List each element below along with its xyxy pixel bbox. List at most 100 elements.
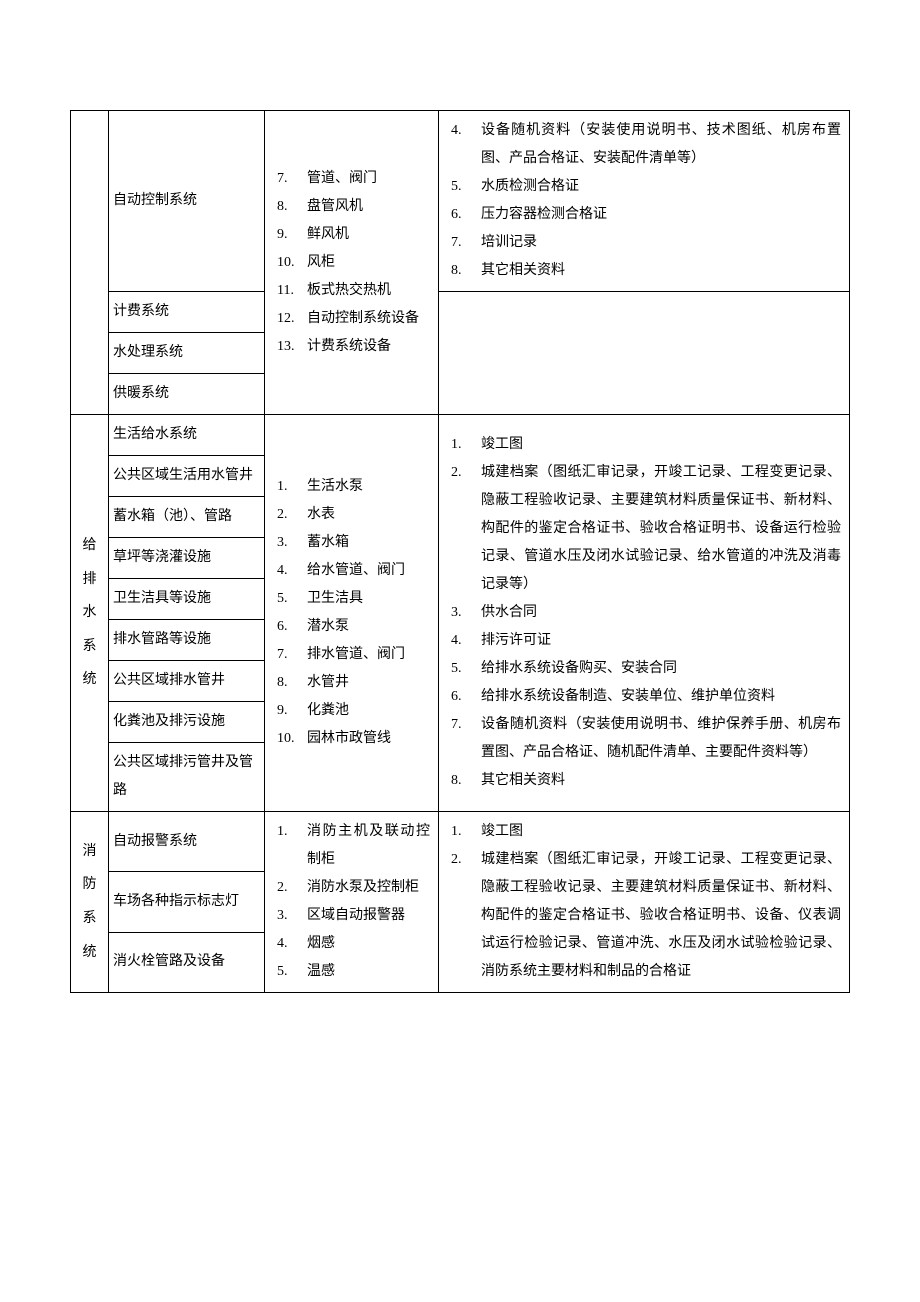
list-item: 13.计费系统设备 [277,333,430,361]
list-item-text: 其它相关资料 [481,257,841,285]
category-char: 系 [83,902,97,936]
list-item: 4.给水管道、阀门 [277,557,430,585]
list-item-number: 4. [451,117,481,145]
list-item-number: 13. [277,333,307,361]
subsystem-cell: 草坪等浇灌设施 [109,538,265,579]
list-item-text: 水表 [307,501,430,529]
equipment-cell: 7.管道、阀门8.盘管风机9.鲜风机10.风柜11.板式热交热机12.自动控制系… [265,111,439,415]
subsystem-cell: 公共区域排水管井 [109,661,265,702]
list-item: 3.供水合同 [451,599,841,627]
list-item-number: 8. [451,257,481,285]
category-char: 水 [83,596,97,630]
category-char: 系 [83,630,97,664]
list-item: 1.竣工图 [451,818,841,846]
list-item: 4.设备随机资料（安装使用说明书、技术图纸、机房布置图、产品合格证、安装配件清单… [451,117,841,173]
list-item: 7.设备随机资料（安装使用说明书、维护保养手册、机房布置图、产品合格证、随机配件… [451,711,841,767]
list-item-text: 鲜风机 [307,221,430,249]
list-item-text: 温感 [307,958,430,986]
list-item: 3.区域自动报警器 [277,902,430,930]
equipment-list: 7.管道、阀门8.盘管风机9.鲜风机10.风柜11.板式热交热机12.自动控制系… [269,165,434,361]
list-item: 9.鲜风机 [277,221,430,249]
list-item-number: 11. [277,277,307,305]
category-char: 排 [83,563,97,597]
list-item: 2.水表 [277,501,430,529]
subsystem-cell: 蓄水箱（池）、管路 [109,497,265,538]
subsystem-cell: 生活给水系统 [109,415,265,456]
documents-list: 1.竣工图2.城建档案（图纸汇审记录，开竣工记录、工程变更记录、隐蔽工程验收记录… [443,818,845,986]
list-item-text: 园林市政管线 [307,725,430,753]
equipment-list: 1.消防主机及联动控制柜2.消防水泵及控制柜3.区域自动报警器4.烟感5.温感 [269,818,434,986]
list-item-number: 8. [451,767,481,795]
list-item: 1.竣工图 [451,431,841,459]
documents-cell: 1.竣工图2.城建档案（图纸汇审记录，开竣工记录、工程变更记录、隐蔽工程验收记录… [439,812,850,993]
subsystem-cell: 消火栓管路及设备 [109,932,265,992]
list-item: 4.烟感 [277,930,430,958]
list-item-text: 排污许可证 [481,627,841,655]
documents-cell-empty [439,292,850,415]
list-item-text: 盘管风机 [307,193,430,221]
list-item-number: 1. [277,473,307,501]
list-item-text: 给排水系统设备购买、安装合同 [481,655,841,683]
list-item: 7.管道、阀门 [277,165,430,193]
list-item-number: 7. [451,229,481,257]
list-item-number: 4. [277,930,307,958]
list-item: 7.排水管道、阀门 [277,641,430,669]
list-item-text: 卫生洁具 [307,585,430,613]
category-cell: 给排水系统 [71,415,109,812]
list-item-text: 给排水系统设备制造、安装单位、维护单位资料 [481,683,841,711]
list-item-number: 7. [277,165,307,193]
list-item-number: 2. [451,459,481,487]
list-item-text: 消防水泵及控制柜 [307,874,430,902]
list-item-number: 2. [277,874,307,902]
list-item-number: 9. [277,697,307,725]
list-item-text: 计费系统设备 [307,333,430,361]
list-item-text: 城建档案（图纸汇审记录，开竣工记录、工程变更记录、隐蔽工程验收记录、主要建筑材料… [481,459,841,599]
list-item: 5.水质检测合格证 [451,173,841,201]
list-item-text: 自动控制系统设备 [307,305,430,333]
spec-table: 自动控制系统 7.管道、阀门8.盘管风机9.鲜风机10.风柜11.板式热交热机1… [70,110,850,993]
list-item-text: 风柜 [307,249,430,277]
list-item-text: 板式热交热机 [307,277,430,305]
list-item-number: 5. [277,958,307,986]
list-item: 2.城建档案（图纸汇审记录，开竣工记录、工程变更记录、隐蔽工程验收记录、主要建筑… [451,846,841,986]
list-item: 3.蓄水箱 [277,529,430,557]
list-item: 10.园林市政管线 [277,725,430,753]
category-label: 给排水系统 [75,529,104,697]
list-item-text: 给水管道、阀门 [307,557,430,585]
list-item: 7.培训记录 [451,229,841,257]
category-label: 消防系统 [75,835,104,969]
list-item: 8.盘管风机 [277,193,430,221]
list-item-number: 8. [277,669,307,697]
list-item: 1.生活水泵 [277,473,430,501]
list-item-text: 培训记录 [481,229,841,257]
list-item: 6.压力容器检测合格证 [451,201,841,229]
list-item-text: 水管井 [307,669,430,697]
list-item-number: 7. [277,641,307,669]
list-item: 8.其它相关资料 [451,767,841,795]
list-item-number: 1. [451,431,481,459]
list-item-number: 1. [451,818,481,846]
list-item-number: 6. [451,201,481,229]
equipment-cell: 1.消防主机及联动控制柜2.消防水泵及控制柜3.区域自动报警器4.烟感5.温感 [265,812,439,993]
subsystem-cell: 卫生洁具等设施 [109,579,265,620]
category-char: 防 [83,868,97,902]
category-char: 消 [83,835,97,869]
list-item: 9.化粪池 [277,697,430,725]
list-item: 5.卫生洁具 [277,585,430,613]
list-item-number: 10. [277,249,307,277]
subsystem-cell: 车场各种指示标志灯 [109,872,265,932]
documents-cell: 4.设备随机资料（安装使用说明书、技术图纸、机房布置图、产品合格证、安装配件清单… [439,111,850,292]
list-item-number: 3. [451,599,481,627]
subsystem-cell: 公共区域生活用水管井 [109,456,265,497]
list-item-number: 12. [277,305,307,333]
list-item-number: 2. [277,501,307,529]
list-item-number: 4. [277,557,307,585]
subsystem-cell: 计费系统 [109,292,265,333]
list-item: 8.其它相关资料 [451,257,841,285]
category-char: 统 [83,663,97,697]
subsystem-cell: 化粪池及排污设施 [109,702,265,743]
list-item-text: 供水合同 [481,599,841,627]
list-item-text: 潜水泵 [307,613,430,641]
list-item-number: 9. [277,221,307,249]
list-item-text: 排水管道、阀门 [307,641,430,669]
